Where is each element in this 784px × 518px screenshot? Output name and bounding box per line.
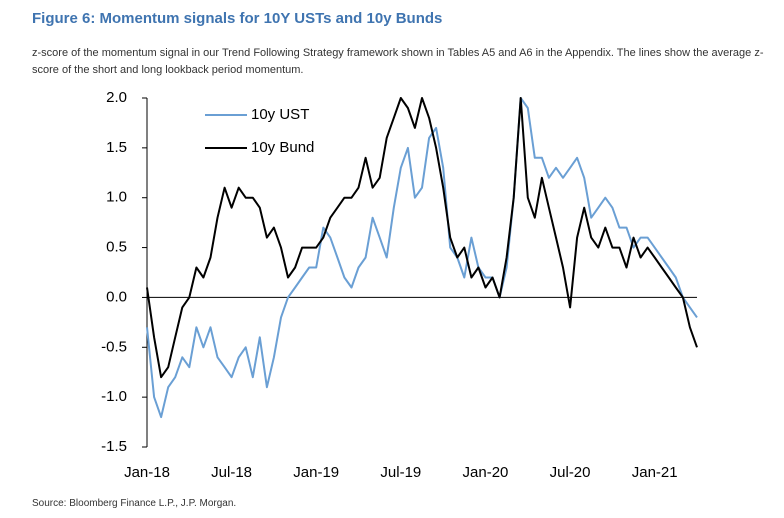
x-tick-label: Jan-20 bbox=[463, 464, 509, 481]
source-note: Source: Bloomberg Finance L.P., J.P. Mor… bbox=[32, 498, 237, 509]
y-tick-label: 2.0 bbox=[106, 89, 127, 106]
x-tick-label: Jul-19 bbox=[380, 464, 421, 481]
legend-label: 10y Bund bbox=[251, 139, 314, 156]
y-tick-label: 0.5 bbox=[106, 239, 127, 256]
y-tick-label: -1.0 bbox=[101, 388, 127, 405]
chart: -1.5 -1.0 -0.5 0.0 0.5 1.0 1.5 2.0 Jan-18 Jul-18 J… bbox=[101, 89, 698, 481]
y-tick-label: 0.0 bbox=[106, 288, 127, 305]
y-tick-label: -1.5 bbox=[101, 438, 127, 455]
legend-label: 10y UST bbox=[251, 106, 309, 123]
chart-title: Figure 6: Momentum signals for 10Y USTs … bbox=[32, 10, 443, 27]
y-tick-label: 1.5 bbox=[106, 139, 127, 156]
x-tick-label: Jan-19 bbox=[293, 464, 339, 481]
chart-subtitle: z-score of the momentum signal in our Tr… bbox=[32, 47, 764, 76]
x-tick-label: Jan-18 bbox=[124, 464, 170, 481]
series-line bbox=[146, 97, 698, 379]
x-tick-label: Jul-20 bbox=[550, 464, 591, 481]
y-tick-label: 1.0 bbox=[106, 189, 127, 206]
y-tick-label: -0.5 bbox=[101, 338, 127, 355]
x-tick-label: Jan-21 bbox=[632, 464, 678, 481]
x-tick-label: Jul-18 bbox=[211, 464, 252, 481]
series-line bbox=[146, 97, 698, 419]
